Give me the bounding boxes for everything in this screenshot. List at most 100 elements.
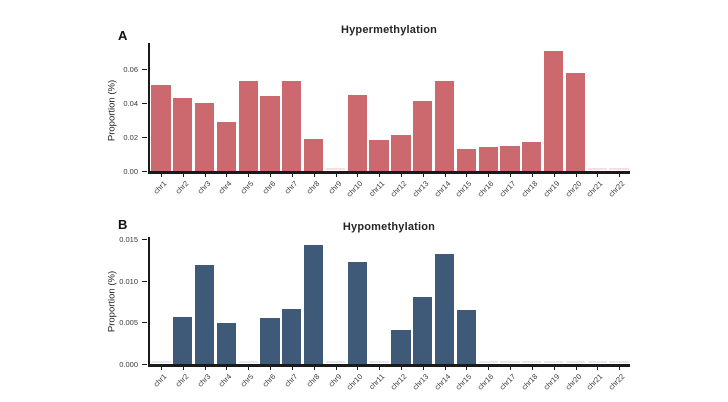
x-tick-mark-chr16 bbox=[488, 174, 490, 177]
bar-chr8 bbox=[303, 245, 324, 364]
x-tick-mark-chr7 bbox=[291, 367, 293, 370]
x-tick-mark-chr15 bbox=[466, 367, 468, 370]
bar-chr1 bbox=[151, 85, 171, 171]
bar-chr21 bbox=[587, 168, 607, 170]
x-tick-mark-chr22 bbox=[619, 174, 621, 177]
y-tick-label: 0.015 bbox=[119, 235, 138, 244]
x-tick-mark-chr21 bbox=[597, 367, 599, 370]
x-tick-mark-chr10 bbox=[357, 174, 359, 177]
bar-chr6 bbox=[260, 318, 280, 364]
bar-chr8 bbox=[303, 139, 324, 171]
x-tick-mark-chr19 bbox=[553, 174, 555, 177]
x-tick-mark-chr14 bbox=[444, 367, 446, 370]
bar-chr22 bbox=[609, 361, 629, 363]
y-tick-mark bbox=[142, 68, 147, 70]
bar-chr9 bbox=[325, 168, 346, 170]
x-tick-mark-chr19 bbox=[553, 367, 555, 370]
panel-label-b: B bbox=[118, 217, 128, 232]
chart-title-hypermethylation: Hypermethylation bbox=[340, 24, 438, 36]
x-tick-mark-chr11 bbox=[379, 174, 381, 177]
x-tick-mark-chr14 bbox=[444, 174, 446, 177]
y-tick-label: 0.00 bbox=[123, 166, 138, 176]
bar-chr19 bbox=[543, 51, 564, 171]
x-tick-mark-chr1 bbox=[160, 174, 162, 177]
x-tick-mark-chr17 bbox=[510, 174, 511, 177]
x-tick-mark-chr22 bbox=[619, 367, 621, 370]
x-tick-mark-chr10 bbox=[357, 367, 359, 370]
x-tick-mark-chr3 bbox=[204, 174, 206, 177]
bar-chr2 bbox=[173, 98, 193, 171]
bar-chr14 bbox=[434, 81, 455, 171]
panel-label-a: A bbox=[118, 28, 128, 43]
bar-chr13 bbox=[413, 297, 433, 364]
y-tick-mark bbox=[142, 102, 147, 104]
y-axis-title-hypomethylation: Proportion (%) bbox=[106, 270, 118, 333]
bar-chr20 bbox=[565, 361, 586, 363]
bar-chr20 bbox=[565, 73, 586, 171]
bar-chr15 bbox=[456, 149, 477, 171]
x-tick-mark-chr18 bbox=[531, 367, 533, 370]
y-tick-label: 0.06 bbox=[123, 64, 138, 74]
x-tick-mark-chr1 bbox=[160, 367, 162, 370]
bar-chr15 bbox=[456, 310, 477, 364]
x-tick-mark-chr8 bbox=[313, 174, 315, 177]
bar-chr17 bbox=[500, 146, 520, 171]
y-axis-title-hypermethylation: Proportion (%) bbox=[106, 79, 118, 142]
bar-chr7 bbox=[282, 309, 302, 364]
bar-chr12 bbox=[391, 330, 411, 364]
bar-chr12 bbox=[391, 135, 411, 171]
x-tick-mark-chr9 bbox=[335, 367, 337, 370]
bar-chr5 bbox=[238, 361, 258, 363]
bar-chr10 bbox=[347, 262, 367, 364]
bar-chr3 bbox=[194, 103, 215, 171]
y-tick-mark bbox=[142, 280, 147, 282]
bar-chr16 bbox=[478, 147, 498, 171]
x-tick-mark-chr13 bbox=[422, 367, 424, 370]
y-tick-label: 0.005 bbox=[119, 318, 138, 327]
x-tick-mark-chr2 bbox=[182, 174, 184, 177]
x-tick-mark-chr6 bbox=[270, 367, 271, 370]
y-tick-mark bbox=[142, 136, 147, 138]
y-tick-label: 0.000 bbox=[119, 359, 138, 369]
x-tick-mark-chr9 bbox=[335, 174, 337, 177]
x-tick-mark-chr12 bbox=[400, 367, 402, 370]
x-tick-mark-chr5 bbox=[248, 174, 250, 177]
bar-chr4 bbox=[216, 323, 237, 364]
x-tick-mark-chr8 bbox=[313, 367, 315, 370]
bar-chr9 bbox=[325, 361, 346, 363]
x-tick-mark-chr7 bbox=[291, 174, 293, 177]
y-tick-mark bbox=[142, 239, 147, 240]
bar-chr17 bbox=[500, 361, 520, 363]
bar-chr6 bbox=[260, 96, 280, 171]
bar-chr7 bbox=[282, 81, 302, 171]
x-tick-mark-chr20 bbox=[575, 367, 577, 370]
plot-area-hypomethylation bbox=[148, 237, 630, 367]
x-tick-mark-chr13 bbox=[422, 174, 424, 177]
x-tick-mark-chr16 bbox=[488, 367, 490, 370]
x-tick-mark-chr18 bbox=[531, 174, 533, 177]
x-tick-mark-chr4 bbox=[226, 174, 228, 177]
plot-area-hypermethylation bbox=[148, 43, 630, 174]
bar-chr2 bbox=[173, 317, 193, 364]
bar-chr14 bbox=[434, 254, 455, 364]
x-tick-mark-chr20 bbox=[575, 174, 577, 177]
x-tick-mark-chr4 bbox=[226, 367, 228, 370]
bar-chr4 bbox=[216, 122, 237, 171]
bar-chr16 bbox=[478, 361, 498, 363]
bar-chr3 bbox=[194, 265, 215, 364]
y-tick-label: 0.010 bbox=[119, 276, 138, 286]
bar-chr1 bbox=[151, 361, 171, 363]
x-tick-mark-chr6 bbox=[270, 174, 271, 177]
y-tick-label: 0.04 bbox=[123, 98, 138, 108]
x-tick-mark-chr17 bbox=[510, 367, 511, 370]
x-tick-mark-chr15 bbox=[466, 174, 468, 177]
bar-chr21 bbox=[587, 361, 607, 363]
bar-chr18 bbox=[522, 142, 542, 171]
x-tick-mark-chr5 bbox=[248, 367, 250, 370]
x-tick-mark-chr3 bbox=[204, 367, 206, 370]
bar-chr22 bbox=[609, 168, 629, 170]
bar-chr11 bbox=[369, 361, 389, 363]
bar-chr19 bbox=[543, 361, 564, 363]
y-tick-label: 0.02 bbox=[123, 132, 138, 142]
bar-chr13 bbox=[413, 101, 433, 171]
